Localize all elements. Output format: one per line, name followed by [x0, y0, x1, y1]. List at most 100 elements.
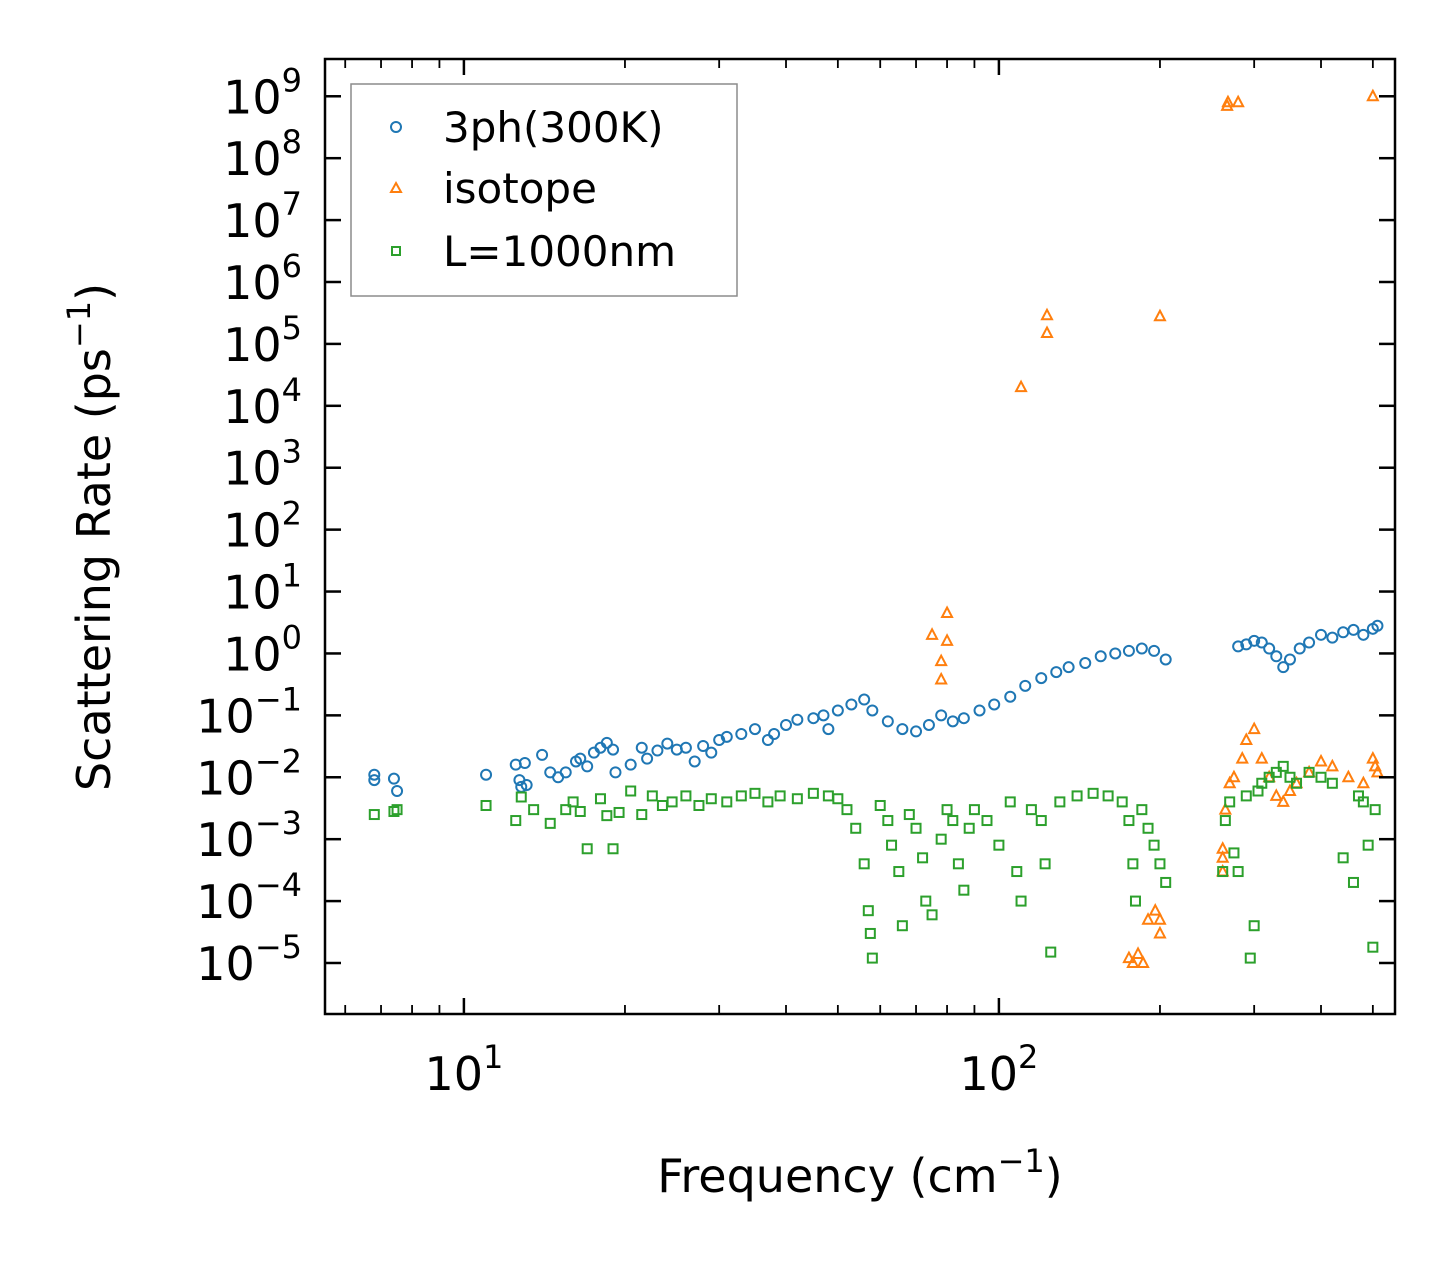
isotope-point — [925, 627, 939, 640]
3ph-point — [946, 715, 959, 728]
legend: 3ph(300K) isotope L=1000nm — [350, 83, 738, 297]
isotope-point — [1231, 94, 1245, 108]
l1000nm-point — [1123, 815, 1135, 827]
l1000nm-point — [1102, 790, 1114, 802]
3ph-point — [607, 743, 620, 756]
3ph-point — [513, 774, 526, 787]
l1000nm-point — [613, 806, 625, 818]
l1000nm-point — [917, 852, 929, 864]
y-tick-label: 102 — [223, 495, 302, 558]
l1000nm-point — [1347, 876, 1359, 888]
y-tick-label-exp: −4 — [255, 866, 302, 904]
isotope-point — [1218, 801, 1232, 815]
legend-label-l1000nm: L=1000nm — [443, 227, 676, 276]
legend-box — [350, 83, 738, 297]
isotope-point — [1223, 775, 1237, 789]
l1000nm-point — [1127, 858, 1139, 870]
isotope-point — [940, 605, 954, 619]
l1000nm-point — [920, 895, 932, 907]
isotope-point — [1141, 912, 1155, 925]
y-tick-label-exp: 2 — [282, 495, 302, 533]
l1000nm-point — [874, 799, 886, 811]
legend-marker-isotope — [389, 180, 403, 193]
3ph-point — [791, 713, 804, 726]
y-tick-label-exp: 0 — [282, 618, 302, 656]
l1000nm-point — [646, 790, 658, 802]
series-isotope-points — [925, 88, 1385, 968]
y-tick-label: 100 — [223, 618, 302, 681]
l1000nm-point — [1136, 804, 1148, 816]
y-tick-label-exp: 7 — [282, 185, 302, 223]
l1000nm-point — [952, 858, 964, 870]
l1000nm-point — [1315, 771, 1327, 783]
l1000nm-point — [705, 793, 717, 805]
isotope-point — [1325, 758, 1340, 772]
l1000nm-point — [1369, 804, 1381, 816]
3ph-point — [768, 727, 781, 740]
y-axis-title-base: Scattering Rate (ps — [67, 348, 121, 791]
3ph-point — [735, 727, 748, 740]
x-axis-title-sup: −1 — [998, 1142, 1045, 1180]
y-tick-label: 10−5 — [196, 928, 302, 991]
l1000nm-point — [1148, 839, 1160, 851]
l1000nm-point — [1087, 787, 1099, 799]
3ph-point — [1326, 631, 1339, 644]
y-tick-label-base: 10 — [223, 70, 282, 124]
3ph-point — [1159, 653, 1172, 666]
y-axis-title: Scattering Rate (ps−1) — [60, 283, 121, 791]
l1000nm-point — [693, 799, 705, 811]
y-tick-label: 107 — [223, 185, 302, 248]
l1000nm-point — [896, 920, 908, 932]
y-tick-label: 109 — [223, 61, 302, 124]
l1000nm-point — [388, 805, 400, 817]
3ph-point — [858, 693, 871, 706]
legend-marker-l1000nm — [391, 246, 401, 256]
3ph-point — [387, 772, 400, 785]
l1000nm-point — [1228, 847, 1240, 859]
3ph-point — [1035, 672, 1048, 685]
l1000nm-point — [1004, 796, 1016, 808]
y-tick-label-base: 10 — [223, 194, 282, 248]
l1000nm-point — [1303, 766, 1315, 778]
l1000nm-point — [574, 805, 586, 817]
isotope-point — [934, 653, 948, 667]
isotope-point — [1239, 732, 1253, 745]
isotope-point — [1040, 325, 1054, 339]
l1000nm-point — [1219, 815, 1231, 827]
isotope-point — [1341, 769, 1356, 783]
y-tick-label-base: 10 — [223, 442, 282, 496]
3ph-point — [641, 752, 654, 765]
x-tick-label-base: 10 — [424, 1047, 483, 1101]
l1000nm-point — [882, 815, 894, 827]
isotope-point — [1314, 753, 1328, 767]
3ph-point — [688, 755, 701, 768]
isotope-point — [1216, 850, 1230, 863]
3ph-point — [661, 737, 674, 750]
l1000nm-point — [1129, 895, 1141, 907]
3ph-point — [713, 733, 726, 746]
legend-label-isotope: isotope — [443, 164, 597, 213]
l1000nm-point — [636, 809, 648, 821]
y-tick-label-base: 10 — [196, 937, 255, 991]
l1000nm-point — [625, 785, 637, 797]
3ph-point — [1371, 619, 1384, 632]
l1000nm-point — [1142, 822, 1154, 834]
l1000nm-point — [560, 804, 572, 816]
l1000nm-point — [850, 822, 862, 834]
3ph-point — [748, 723, 761, 736]
y-tick-label-base: 10 — [223, 566, 282, 620]
l1000nm-point — [903, 809, 915, 821]
l1000nm-point — [841, 804, 853, 816]
l1000nm-point — [1248, 920, 1260, 932]
y-tick-label-base: 10 — [196, 813, 255, 867]
3ph-point — [635, 741, 648, 754]
isotope-point — [1366, 88, 1380, 102]
y-tick-label-exp: −2 — [255, 742, 302, 780]
l1000nm-point — [368, 809, 380, 821]
3ph-point — [1248, 634, 1261, 647]
y-tick-label-exp: 1 — [282, 557, 302, 595]
l1000nm-point — [1015, 895, 1027, 907]
isotope-point — [1216, 841, 1230, 854]
3ph-point — [780, 718, 793, 731]
major-ticks-group — [325, 59, 1395, 1014]
